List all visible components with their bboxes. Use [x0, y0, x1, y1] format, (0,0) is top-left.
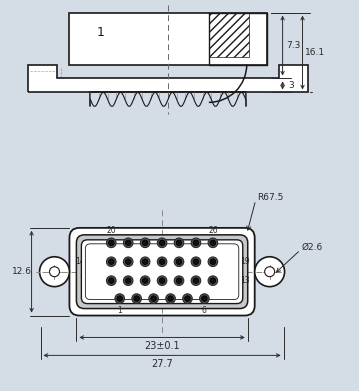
Circle shape [200, 294, 209, 303]
Circle shape [123, 238, 133, 248]
Circle shape [159, 278, 165, 283]
Circle shape [176, 240, 182, 246]
Circle shape [168, 296, 173, 301]
Circle shape [140, 238, 150, 248]
Text: 16.1: 16.1 [306, 48, 326, 57]
Circle shape [143, 278, 148, 283]
Text: 1: 1 [117, 307, 122, 316]
Circle shape [143, 259, 148, 265]
Circle shape [191, 257, 201, 267]
Circle shape [157, 257, 167, 267]
Circle shape [174, 257, 184, 267]
Circle shape [39, 257, 69, 287]
FancyBboxPatch shape [69, 228, 255, 316]
Circle shape [143, 240, 148, 246]
Circle shape [157, 276, 167, 285]
Circle shape [208, 276, 218, 285]
Circle shape [183, 294, 192, 303]
Circle shape [50, 267, 60, 277]
Circle shape [108, 259, 114, 265]
FancyBboxPatch shape [85, 244, 239, 300]
Text: 23±0.1: 23±0.1 [144, 341, 180, 352]
Circle shape [132, 294, 141, 303]
Text: 3: 3 [289, 81, 294, 90]
Circle shape [125, 259, 131, 265]
Circle shape [176, 278, 182, 283]
Circle shape [265, 267, 275, 277]
Circle shape [140, 276, 150, 285]
Circle shape [210, 240, 216, 246]
Circle shape [210, 259, 216, 265]
Circle shape [193, 240, 199, 246]
Circle shape [107, 276, 116, 285]
Text: 6: 6 [202, 307, 207, 316]
Text: 7: 7 [79, 276, 84, 285]
Circle shape [176, 259, 182, 265]
Circle shape [174, 276, 184, 285]
Circle shape [117, 296, 122, 301]
Text: 7.3: 7.3 [286, 41, 301, 50]
Circle shape [202, 296, 207, 301]
Circle shape [166, 294, 175, 303]
Text: 14: 14 [75, 257, 84, 266]
Text: R67.5: R67.5 [257, 194, 283, 203]
Circle shape [185, 296, 190, 301]
Circle shape [140, 257, 150, 267]
Circle shape [125, 240, 131, 246]
Circle shape [157, 238, 167, 248]
Text: Ø2.6: Ø2.6 [302, 243, 323, 252]
Circle shape [115, 294, 125, 303]
Circle shape [108, 278, 114, 283]
Circle shape [193, 278, 199, 283]
Circle shape [210, 278, 216, 283]
Circle shape [208, 257, 218, 267]
Circle shape [123, 276, 133, 285]
Circle shape [193, 259, 199, 265]
Circle shape [174, 238, 184, 248]
Bar [69, 13, 267, 65]
Bar [209, 13, 249, 57]
Circle shape [191, 276, 201, 285]
Circle shape [107, 257, 116, 267]
Text: 19: 19 [240, 257, 250, 266]
Circle shape [107, 238, 116, 248]
Text: 26: 26 [208, 226, 218, 235]
Circle shape [159, 259, 165, 265]
Text: 13: 13 [240, 276, 250, 285]
PathPatch shape [28, 65, 308, 92]
Circle shape [151, 296, 157, 301]
Circle shape [149, 294, 158, 303]
FancyBboxPatch shape [81, 240, 243, 303]
FancyBboxPatch shape [76, 235, 248, 308]
Circle shape [123, 257, 133, 267]
Circle shape [134, 296, 139, 301]
Text: 1: 1 [96, 26, 104, 39]
Text: 12.6: 12.6 [11, 267, 32, 276]
Circle shape [159, 240, 165, 246]
Text: 20: 20 [107, 226, 116, 235]
Circle shape [108, 240, 114, 246]
Circle shape [255, 257, 285, 287]
Text: 27.7: 27.7 [151, 359, 173, 369]
Circle shape [191, 238, 201, 248]
Circle shape [125, 278, 131, 283]
Circle shape [208, 238, 218, 248]
